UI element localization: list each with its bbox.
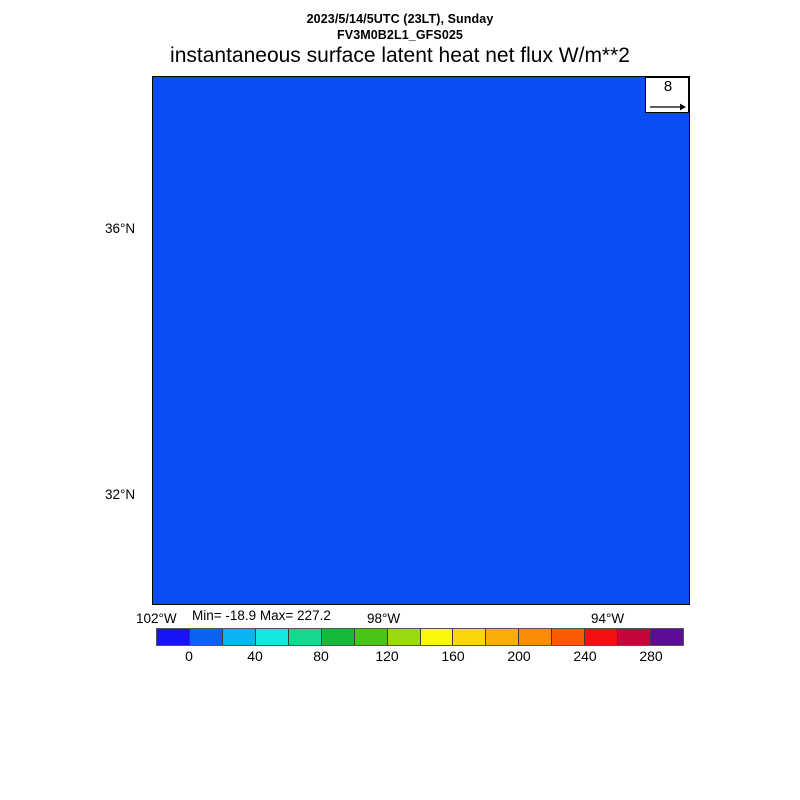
colorbar-segment	[255, 629, 289, 645]
colorbar-tick-label: 80	[313, 648, 329, 664]
map-plot-area[interactable]: 8	[152, 76, 690, 605]
colorbar-segment	[387, 629, 421, 645]
colorbar-segment	[420, 629, 454, 645]
colorbar-segment	[222, 629, 256, 645]
colorbar-segment	[189, 629, 223, 645]
colorbar-tick-labels: 0 40 80 120 160 200 240 280	[156, 648, 684, 666]
colorbar-tick-label: 120	[375, 648, 399, 664]
colorbar-segment	[585, 629, 619, 645]
colorbar-segment	[552, 629, 586, 645]
minmax-readout: Min= -18.9 Max= 227.2	[192, 608, 331, 623]
wind-vector-key: 8	[645, 77, 689, 113]
lon-label-102w: 102°W	[136, 611, 177, 626]
colorbar-segment	[157, 629, 190, 645]
colorbar-tick-label: 240	[573, 648, 597, 664]
title-model: FV3M0B2L1_GFS025	[337, 28, 463, 42]
wind-key-value: 8	[663, 78, 673, 95]
colorbar-segment	[519, 629, 553, 645]
title-date: 2023/5/14/5UTC (23LT), Sunday	[306, 12, 494, 26]
heatmap-field	[153, 77, 688, 603]
lat-label-36n: 36°N	[105, 221, 136, 236]
colorbar-segment	[453, 629, 487, 645]
colorbar-segment	[618, 629, 652, 645]
colorbar-tick-label: 0	[185, 648, 193, 664]
lon-label-98w: 98°W	[367, 611, 401, 626]
colorbar-tick-label: 200	[507, 648, 531, 664]
colorbar	[156, 628, 684, 646]
colorbar-tick-label: 40	[247, 648, 263, 664]
colorbar-tick-label: 280	[639, 648, 663, 664]
colorbar-segment	[288, 629, 322, 645]
colorbar-segment	[486, 629, 520, 645]
lat-label-32n: 32°N	[105, 487, 136, 502]
colorbar-segment	[651, 629, 683, 645]
map-overlays	[153, 77, 689, 604]
arrow-right-icon	[650, 103, 686, 111]
colorbar-segment	[321, 629, 355, 645]
colorbar-segment	[354, 629, 388, 645]
colorbar-tick-label: 160	[441, 648, 465, 664]
page-title: instantaneous surface latent heat net fl…	[170, 44, 630, 67]
lon-label-94w: 94°W	[591, 611, 625, 626]
